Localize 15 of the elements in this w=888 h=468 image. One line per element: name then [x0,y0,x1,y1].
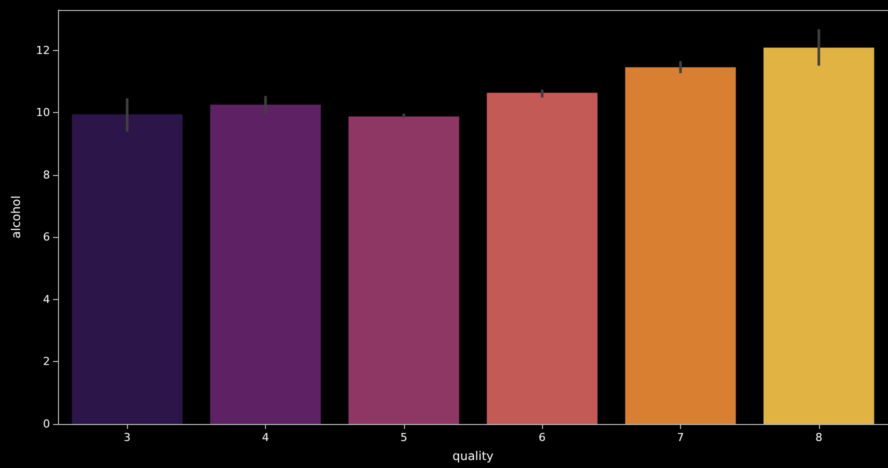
x-tick-label: 8 [815,431,822,444]
y-tick-label: 12 [36,44,50,57]
y-tick-label: 2 [43,355,50,368]
y-tick-label: 6 [43,230,50,244]
y-tick-label: 8 [43,168,50,182]
x-tick-label: 4 [262,431,269,444]
x-axis-title: quality [452,449,494,463]
y-axis-title: alcohol [9,196,23,238]
y-tick-label: 4 [43,292,50,306]
y-tick-label: 0 [43,418,50,430]
x-tick-label: 7 [677,431,684,444]
x-tick-label: 5 [400,431,408,444]
x-tick-label: 3 [124,431,131,444]
x-tick-label: 6 [538,431,546,444]
y-tick-label: 10 [36,106,50,120]
